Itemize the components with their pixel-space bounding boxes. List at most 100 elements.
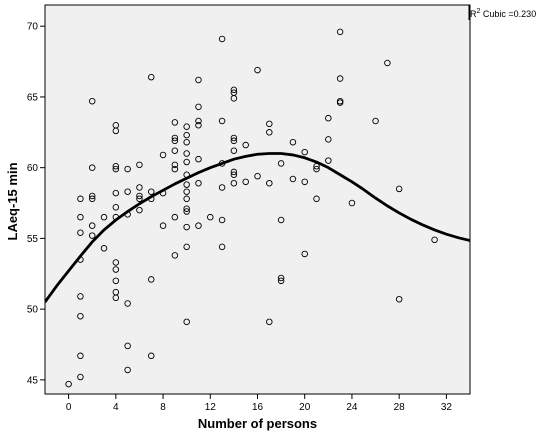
data-point — [112, 163, 120, 170]
data-point — [183, 208, 190, 215]
data-point — [112, 277, 120, 285]
data-point — [183, 243, 190, 251]
data-point — [325, 157, 332, 164]
data-point — [183, 123, 190, 130]
x-axis-title: Number of persons — [198, 416, 317, 431]
data-point — [183, 150, 190, 157]
x-tick-label: 8 — [160, 402, 166, 413]
data-point — [183, 205, 190, 212]
data-point — [112, 266, 120, 273]
data-point — [77, 229, 84, 236]
data-point — [147, 73, 155, 81]
data-point — [242, 178, 249, 186]
data-point — [100, 213, 108, 221]
data-point — [277, 160, 285, 167]
data-point — [313, 195, 320, 203]
data-point — [195, 155, 202, 163]
data-point — [348, 199, 356, 207]
data-point — [230, 137, 238, 145]
data-point — [336, 97, 344, 105]
data-point — [112, 121, 120, 129]
data-point — [136, 195, 143, 203]
data-point — [100, 245, 108, 252]
data-point — [77, 195, 84, 203]
data-point — [277, 216, 285, 224]
x-tick-label: 4 — [113, 402, 119, 413]
data-point — [124, 165, 131, 173]
data-point — [159, 151, 167, 159]
data-point — [230, 179, 238, 187]
data-point — [77, 213, 84, 221]
data-point — [230, 168, 238, 176]
data-point — [112, 189, 120, 197]
data-point — [77, 312, 84, 320]
data-point — [112, 259, 120, 266]
data-point — [77, 352, 84, 360]
r2-annotation: R2 Cubic =0.230 — [470, 8, 536, 19]
y-tick-label: 65 — [27, 92, 39, 103]
data-point — [384, 59, 391, 67]
r2-exponent: 2 — [477, 8, 481, 15]
x-tick-label: 0 — [66, 402, 72, 413]
data-point — [183, 195, 190, 203]
data-point — [183, 158, 190, 166]
data-point — [171, 161, 179, 169]
data-point — [183, 181, 190, 188]
data-point — [289, 175, 297, 183]
data-point — [171, 137, 179, 145]
data-point — [88, 164, 96, 171]
data-point — [112, 165, 120, 173]
data-point — [171, 119, 179, 126]
data-point — [88, 195, 96, 203]
data-point — [277, 277, 285, 285]
data-point — [183, 318, 190, 326]
y-axis: 45 50 55 60 65 70 — [27, 22, 45, 386]
data-point — [136, 184, 143, 191]
data-point — [230, 171, 238, 178]
data-point — [266, 129, 273, 136]
data-point — [195, 117, 202, 125]
data-point — [301, 250, 308, 258]
cubic-fit-line — [45, 152, 470, 303]
data-point — [336, 75, 344, 82]
data-point — [88, 232, 96, 239]
y-tick-label: 60 — [27, 163, 39, 174]
data-point — [431, 236, 438, 244]
data-point — [147, 276, 155, 283]
data-point — [301, 148, 308, 156]
data-point — [254, 66, 261, 74]
data-point — [218, 216, 226, 224]
data-point — [218, 184, 226, 191]
data-point — [372, 117, 379, 125]
plot-area — [44, 4, 471, 395]
data-point — [183, 223, 190, 231]
data-point — [313, 165, 320, 173]
data-point — [218, 117, 226, 125]
data-point — [301, 178, 308, 186]
data-point — [266, 120, 273, 128]
data-point — [88, 222, 96, 229]
y-tick-label: 45 — [27, 375, 39, 386]
data-point — [171, 252, 179, 259]
data-point — [195, 222, 202, 229]
data-point — [336, 28, 344, 36]
data-point — [183, 138, 190, 146]
data-point — [266, 179, 273, 187]
data-point — [65, 380, 72, 388]
data-point — [183, 131, 190, 139]
data-point — [218, 243, 226, 251]
data-point — [136, 206, 143, 214]
data-point — [171, 165, 179, 173]
data-point — [77, 293, 84, 300]
data-point — [195, 103, 202, 111]
data-point — [195, 179, 202, 187]
data-point — [183, 188, 190, 195]
data-point — [254, 172, 261, 180]
y-tick-label: 70 — [27, 22, 39, 33]
data-point — [171, 134, 179, 142]
data-point — [171, 147, 179, 154]
data-point — [218, 35, 226, 43]
data-point — [147, 352, 155, 360]
